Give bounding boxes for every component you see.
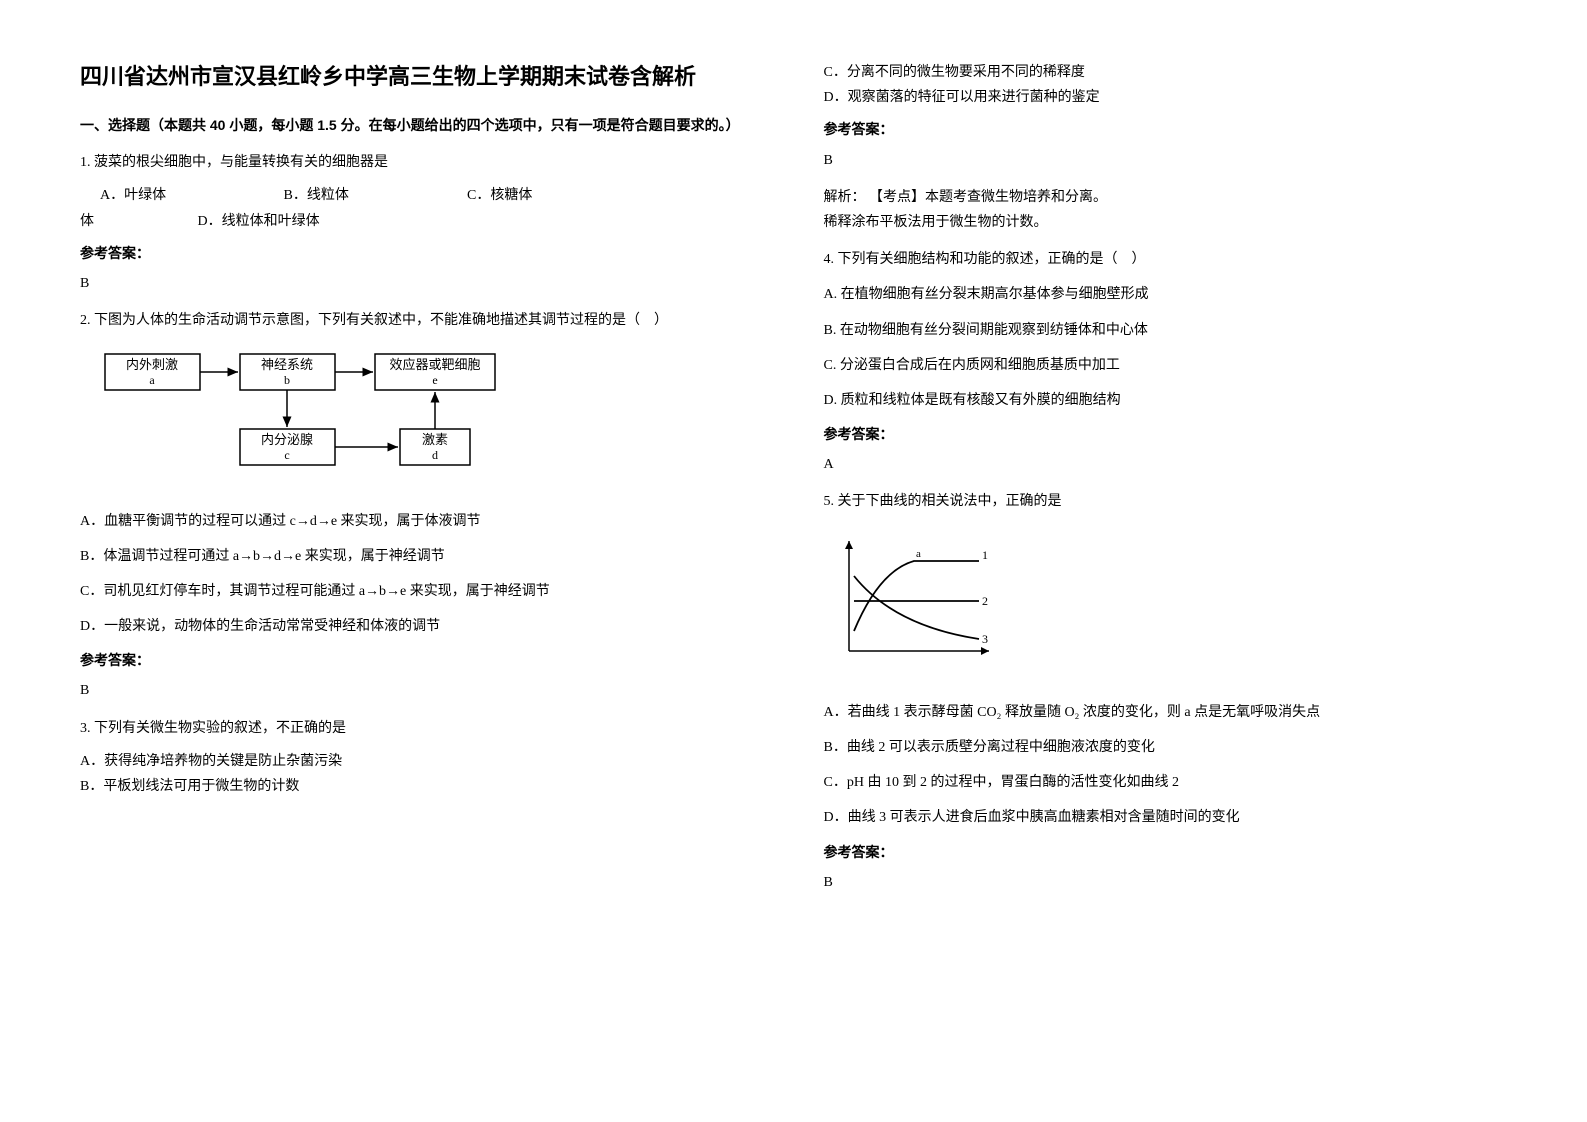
curves-svg: 1 a 2 3: [824, 531, 1004, 671]
q2-stem: 下图为人体的生命活动调节示意图，下列有关叙述中，不能准确地描述其调节过程的是（ …: [94, 313, 668, 328]
q5-chart: 1 a 2 3: [824, 531, 1508, 680]
left-column: 四川省达州市宣汉县红岭乡中学高三生物上学期期末试卷含解析 一、选择题（本题共 4…: [80, 60, 764, 907]
q5-num: 5.: [824, 494, 835, 509]
flow-svg: 内外刺激 a 神经系统 b 效应器或靶细胞 e 内分泌腺 c 激素 d: [100, 349, 500, 479]
q3-answer: B: [824, 148, 1508, 173]
q4-optC: C. 分泌蛋白合成后在内质网和细胞质基质中加工: [824, 353, 1508, 378]
q2-text: 2. 下图为人体的生命活动调节示意图，下列有关叙述中，不能准确地描述其调节过程的…: [80, 308, 764, 333]
q1-options: A．叶绿体 B．线粒体 C．核糖体 体 D．线粒体和叶绿体: [80, 183, 764, 233]
q2-num: 2.: [80, 313, 91, 328]
box-e-text: 效应器或靶细胞: [389, 357, 480, 372]
question-3-cont: C．分离不同的微生物要采用不同的稀释度 D．观察菌落的特征可以用来进行菌种的鉴定…: [824, 60, 1508, 235]
q1-stem: 菠菜的根尖细胞中，与能量转换有关的细胞器是: [94, 155, 388, 170]
question-4: 4. 下列有关细胞结构和功能的叙述，正确的是（ ） A. 在植物细胞有丝分裂末期…: [824, 247, 1508, 477]
q1-optB: B．线粒体: [284, 183, 464, 208]
right-column: C．分离不同的微生物要采用不同的稀释度 D．观察菌落的特征可以用来进行菌种的鉴定…: [824, 60, 1508, 907]
q4-answer: A: [824, 452, 1508, 477]
q4-optB: B. 在动物细胞有丝分裂间期能观察到纺锤体和中心体: [824, 318, 1508, 343]
q4-stem: 下列有关细胞结构和功能的叙述，正确的是（ ）: [838, 252, 1146, 267]
curve3-label: 3: [982, 632, 988, 646]
point-a-label: a: [916, 548, 921, 560]
curve2-label: 2: [982, 594, 988, 608]
q5-answer: B: [824, 870, 1508, 895]
q1-text: 1. 菠菜的根尖细胞中，与能量转换有关的细胞器是: [80, 150, 764, 175]
q1-optA: A．叶绿体: [100, 183, 280, 208]
q3-optC: C．分离不同的微生物要采用不同的稀释度: [824, 60, 1508, 85]
q3-num: 3.: [80, 721, 91, 736]
q3-stem: 下列有关微生物实验的叙述，不正确的是: [94, 721, 346, 736]
q3-analysis-label: 解析：: [824, 190, 866, 205]
q3-optD: D．观察菌落的特征可以用来进行菌种的鉴定: [824, 85, 1508, 110]
q3-optA: A．获得纯净培养物的关键是防止杂菌污染: [80, 749, 764, 774]
question-5: 5. 关于下曲线的相关说法中，正确的是 1 a: [824, 489, 1508, 895]
q4-num: 4.: [824, 252, 835, 267]
q1-optC: C．核糖体: [467, 183, 532, 208]
box-b-text: 神经系统: [261, 357, 313, 372]
q3-answer-label: 参考答案：: [824, 118, 1508, 143]
q5-answer-label: 参考答案：: [824, 841, 1508, 866]
box-e-sub: e: [432, 373, 437, 387]
box-c-text: 内分泌腺: [261, 432, 313, 447]
box-d-sub: d: [432, 448, 438, 462]
q3-analysis: 解析： 【考点】本题考查微生物培养和分离。: [824, 185, 1508, 210]
q5-optD: D．曲线 3 可表示人进食后血浆中胰高血糖素相对含量随时间的变化: [824, 805, 1508, 830]
q3-analysis-text: 【考点】本题考查微生物培养和分离。: [869, 190, 1107, 205]
exam-title: 四川省达州市宣汉县红岭乡中学高三生物上学期期末试卷含解析: [80, 60, 764, 93]
q4-answer-label: 参考答案：: [824, 423, 1508, 448]
q2-diagram: 内外刺激 a 神经系统 b 效应器或靶细胞 e 内分泌腺 c 激素 d: [100, 349, 480, 488]
section-header: 一、选择题（本题共 40 小题，每小题 1.5 分。在每小题给出的四个选项中，只…: [80, 113, 764, 138]
q4-optA: A. 在植物细胞有丝分裂末期高尔基体参与细胞壁形成: [824, 282, 1508, 307]
curve1-label: 1: [982, 548, 988, 562]
box-c-sub: c: [284, 448, 289, 462]
q4-text: 4. 下列有关细胞结构和功能的叙述，正确的是（ ）: [824, 247, 1508, 272]
q5-optA: A．若曲线 1 表示酵母菌 CO₂ 释放量随 O₂ 浓度的变化，则 a 点是无氧…: [824, 700, 1508, 725]
q2-optB: B．体温调节过程可通过 a→b→d→e 来实现，属于神经调节: [80, 544, 764, 569]
question-3: 3. 下列有关微生物实验的叙述，不正确的是 A．获得纯净培养物的关键是防止杂菌污…: [80, 716, 764, 800]
q5-stem: 关于下曲线的相关说法中，正确的是: [838, 494, 1062, 509]
q3-text: 3. 下列有关微生物实验的叙述，不正确的是: [80, 716, 764, 741]
q1-answer: B: [80, 271, 764, 296]
q5-optB: B．曲线 2 可以表示质壁分离过程中细胞液浓度的变化: [824, 735, 1508, 760]
box-a-sub: a: [149, 373, 155, 387]
q5-text: 5. 关于下曲线的相关说法中，正确的是: [824, 489, 1508, 514]
q1-answer-label: 参考答案：: [80, 242, 764, 267]
q2-optA: A．血糖平衡调节的过程可以通过 c→d→e 来实现，属于体液调节: [80, 509, 764, 534]
question-2: 2. 下图为人体的生命活动调节示意图，下列有关叙述中，不能准确地描述其调节过程的…: [80, 308, 764, 704]
q1-num: 1.: [80, 155, 91, 170]
box-d-text: 激素: [422, 432, 448, 447]
q4-optD: D. 质粒和线粒体是既有核酸又有外膜的细胞结构: [824, 388, 1508, 413]
q2-answer-label: 参考答案：: [80, 649, 764, 674]
q5-optC: C．pH 由 10 到 2 的过程中，胃蛋白酶的活性变化如曲线 2: [824, 770, 1508, 795]
q3-analysis2: 稀释涂布平板法用于微生物的计数。: [824, 210, 1508, 235]
q2-answer: B: [80, 678, 764, 703]
q1-optD: D．线粒体和叶绿体: [198, 209, 320, 234]
q1-optC-cont: 体: [80, 214, 94, 229]
q2-optC: C．司机见红灯停车时，其调节过程可能通过 a→b→e 来实现，属于神经调节: [80, 579, 764, 604]
q2-optD: D．一般来说，动物体的生命活动常常受神经和体液的调节: [80, 614, 764, 639]
box-b-sub: b: [284, 373, 290, 387]
box-a-text: 内外刺激: [126, 357, 178, 372]
question-1: 1. 菠菜的根尖细胞中，与能量转换有关的细胞器是 A．叶绿体 B．线粒体 C．核…: [80, 150, 764, 296]
q3-optB: B．平板划线法可用于微生物的计数: [80, 774, 764, 799]
